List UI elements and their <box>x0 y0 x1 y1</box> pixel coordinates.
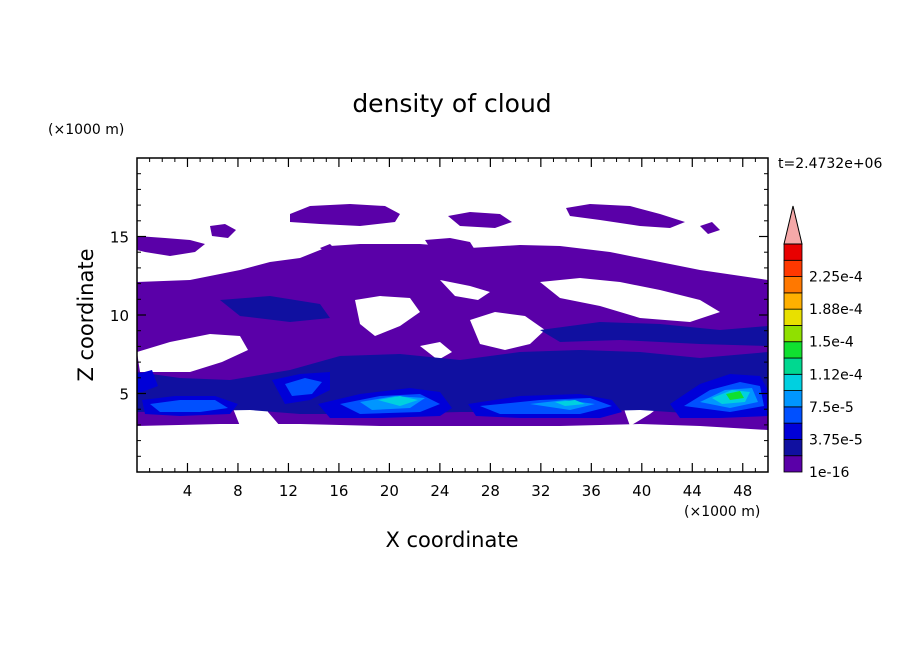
colorbar-label: 1e-16 <box>809 465 849 481</box>
cloud-gap <box>420 342 452 360</box>
y-unit-label: (×1000 m) <box>48 122 124 138</box>
x-tick-label: 16 <box>329 482 348 500</box>
cloud-gap <box>540 278 720 322</box>
x-axis-label: X coordinate <box>385 528 518 552</box>
contour-level-1.88e-4 <box>378 396 418 406</box>
contour-level-1e-16 <box>448 212 512 228</box>
y-tick-label: 5 <box>119 386 129 404</box>
contour-field <box>137 204 768 430</box>
colorbar-label: 3.75e-5 <box>809 432 863 448</box>
colorbar-band <box>783 422 803 440</box>
colorbar-band <box>783 341 803 359</box>
colorbar-band <box>783 259 803 277</box>
cloud-gap <box>137 334 248 372</box>
colorbar-label: 2.25e-4 <box>809 270 863 286</box>
y-axis: 5 10 15 <box>110 173 768 457</box>
x-tick-label: 8 <box>233 482 243 500</box>
colorbar: 1e-16 3.75e-5 7.5e-5 1.12e-4 1.5e-4 1.88e-4 2.… <box>783 205 863 481</box>
x-tick-label: 24 <box>430 482 449 500</box>
colorbar-label: 1.88e-4 <box>809 302 863 318</box>
contour-level-3.75e-5 <box>540 322 768 346</box>
colorbar-band <box>783 243 803 261</box>
colorbar-band <box>783 439 803 457</box>
x-tick-label: 40 <box>632 482 651 500</box>
contour-level-1e-16 <box>425 238 475 254</box>
contour-level-1e-16 <box>566 204 685 228</box>
colorbar-label: 7.5e-5 <box>809 400 854 416</box>
colorbar-band <box>783 390 803 408</box>
colorbar-band <box>783 325 803 343</box>
cloud-gap <box>355 296 420 336</box>
contour-level-1.88e-4 <box>555 400 585 406</box>
contour-level-1e-16 <box>290 204 400 226</box>
colorbar-band <box>783 406 803 424</box>
x-tick-label: 12 <box>279 482 298 500</box>
colorbar-extend-triangle <box>783 205 803 245</box>
x-tick-label: 36 <box>582 482 601 500</box>
colorbar-band <box>783 276 803 294</box>
cloud-gap <box>440 280 490 300</box>
contour-level-1.12e-4 <box>150 400 228 412</box>
colorbar-label: 1.12e-4 <box>809 367 863 383</box>
contour-level-1e-16 <box>210 224 236 238</box>
x-tick-label: 32 <box>531 482 550 500</box>
x-axis: 4 8 12 16 20 24 28 32 36 40 44 48 <box>149 158 756 500</box>
x-tick-label: 28 <box>481 482 500 500</box>
contour-level-2.25e-4 <box>726 391 744 400</box>
time-label: t=2.4732e+06 <box>778 156 882 172</box>
cloud-gap <box>470 312 545 350</box>
colorbar-band <box>783 292 803 310</box>
contour-level-1e-16 <box>137 236 205 256</box>
x-tick-label: 4 <box>183 482 193 500</box>
y-tick-label: 10 <box>110 307 129 325</box>
y-axis-label: Z coordinate <box>74 248 98 381</box>
colorbar-band <box>783 357 803 375</box>
x-tick-label: 48 <box>733 482 752 500</box>
x-tick-label: 44 <box>683 482 702 500</box>
colorbar-band <box>783 373 803 391</box>
x-unit-label: (×1000 m) <box>684 504 760 520</box>
y-tick-label: 15 <box>110 229 129 247</box>
colorbar-band <box>783 308 803 326</box>
x-tick-label: 20 <box>380 482 399 500</box>
contour-level-1.12e-4 <box>285 378 322 396</box>
chart-title: density of cloud <box>352 89 551 118</box>
contour-level-1e-16 <box>320 244 336 254</box>
colorbar-label: 1.5e-4 <box>809 335 854 351</box>
colorbar-band <box>783 455 803 473</box>
contour-level-1e-16 <box>700 222 720 234</box>
contour-level-7.5e-5 <box>137 370 158 392</box>
contour-level-3.75e-5 <box>220 296 330 322</box>
